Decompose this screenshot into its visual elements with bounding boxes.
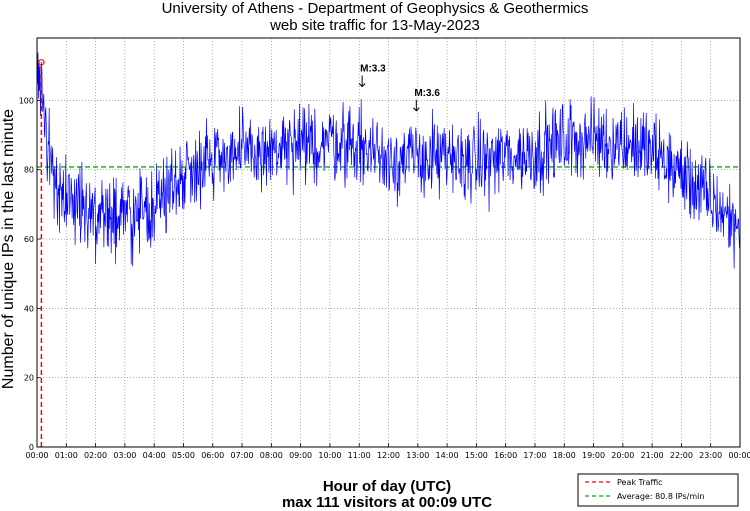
y-tick-label: 0 <box>29 443 34 452</box>
x-tick-label: 00:00 <box>728 451 750 460</box>
legend-average-label: Average: 80.8 IPs/min <box>617 492 704 501</box>
x-tick-label: 21:00 <box>641 451 664 460</box>
annotation-arrow-head <box>412 107 420 112</box>
x-tick-label: 01:00 <box>55 451 78 460</box>
x-tick-label: 08:00 <box>260 451 283 460</box>
x-tick-label: 20:00 <box>611 451 634 460</box>
legend-box <box>577 473 739 507</box>
x-tick-label: 17:00 <box>523 451 546 460</box>
peak-layer <box>38 59 45 447</box>
x-tick-label: 18:00 <box>553 451 576 460</box>
peak-marker <box>38 59 45 66</box>
x-tick-label: 04:00 <box>143 451 166 460</box>
earthquake-annotation-label: M:3.6 <box>414 88 440 99</box>
x-tick-label: 03:00 <box>113 451 136 460</box>
earthquake-annotation-label: M:3.3 <box>360 64 386 75</box>
max-visitors-footer: max 111 visitors at 00:09 UTC <box>282 494 492 511</box>
x-tick-label: 14:00 <box>436 451 459 460</box>
x-tick-label: 19:00 <box>582 451 605 460</box>
x-tick-label: 13:00 <box>406 451 429 460</box>
x-tick-label: 07:00 <box>231 451 254 460</box>
x-tick-label: 23:00 <box>699 451 722 460</box>
x-tick-label: 00:00 <box>25 451 48 460</box>
y-tick-label: 80 <box>24 166 34 175</box>
x-axis-ticks: 00:00 01:00 02:00 03:00 04:00 05:00 06:00 07:00… <box>25 443 750 460</box>
y-tick-label: 20 <box>24 374 34 383</box>
legend: Peak Traffic Average: 80.8 IPs/min <box>577 473 739 507</box>
y-tick-label: 40 <box>24 304 34 313</box>
x-axis-label: Hour of day (UTC) <box>323 478 451 495</box>
grid-lines <box>37 38 740 447</box>
x-tick-label: 10:00 <box>318 451 341 460</box>
visitors-series-line <box>36 41 740 269</box>
x-tick-label: 12:00 <box>377 451 400 460</box>
chart-subtitle: web site traffic for 13-May-2023 <box>269 17 480 34</box>
x-tick-label: 09:00 <box>289 451 312 460</box>
x-tick-label: 06:00 <box>201 451 224 460</box>
annotation-arrow-head <box>358 83 366 88</box>
legend-peak-label: Peak Traffic <box>617 478 663 487</box>
y-axis-ticks: 0 20 40 60 80 100 <box>19 96 41 452</box>
x-tick-label: 11:00 <box>348 451 371 460</box>
x-tick-label: 02:00 <box>84 451 107 460</box>
y-tick-label: 60 <box>24 235 34 244</box>
chart-title: University of Athens - Department of Geo… <box>162 0 589 17</box>
series-layer <box>36 41 740 269</box>
x-tick-label: 15:00 <box>465 451 488 460</box>
annotations: M:3.3 M:3.6 <box>358 64 440 112</box>
x-tick-label: 16:00 <box>494 451 517 460</box>
x-tick-label: 05:00 <box>172 451 195 460</box>
x-tick-label: 22:00 <box>670 451 693 460</box>
y-tick-label: 100 <box>19 96 34 105</box>
y-axis-label: Number of unique IPs in the last minute <box>0 109 17 389</box>
